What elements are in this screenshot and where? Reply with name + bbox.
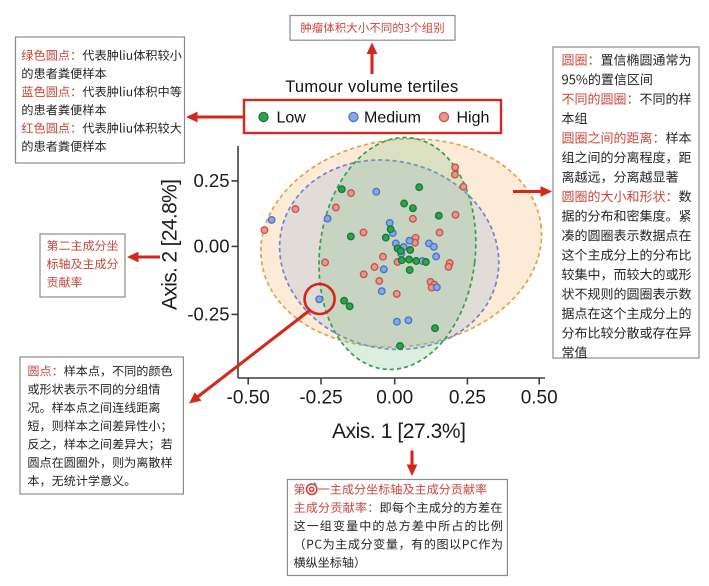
svg-text:-0.25: -0.25 (299, 388, 342, 409)
svg-text:Axis. 2 [24.8%]: Axis. 2 [24.8%] (159, 179, 182, 310)
svg-text:0.00: 0.00 (193, 236, 229, 257)
svg-text:0.25: 0.25 (193, 170, 229, 191)
svg-text:-0.25: -0.25 (187, 304, 229, 325)
svg-text:High: High (457, 110, 490, 127)
svg-text:Tumour volume tertiles: Tumour volume tertiles (285, 78, 458, 96)
svg-text:0.25: 0.25 (449, 388, 486, 409)
svg-text:Medium: Medium (364, 110, 421, 127)
svg-text:0.50: 0.50 (521, 388, 558, 409)
svg-text:Axis. 1 [27.3%]: Axis. 1 [27.3%] (332, 420, 466, 443)
svg-text:0.00: 0.00 (376, 388, 413, 409)
svg-text:-0.50: -0.50 (227, 388, 270, 409)
svg-text:Low: Low (277, 110, 307, 127)
